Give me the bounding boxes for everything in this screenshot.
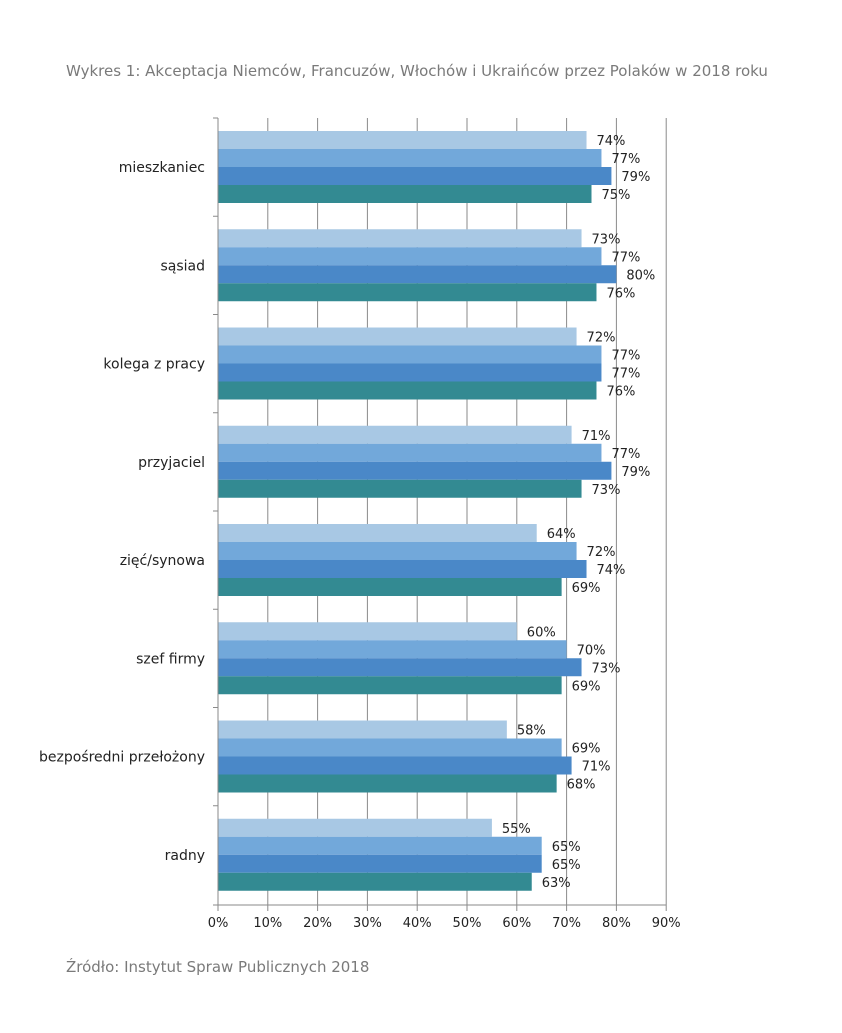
data-label: 58% xyxy=(517,724,546,739)
x-tick-label: 50% xyxy=(453,916,482,931)
data-label: 64% xyxy=(547,527,576,542)
data-label: 76% xyxy=(606,385,635,400)
data-label: 68% xyxy=(567,778,596,793)
data-label: 77% xyxy=(611,447,640,462)
data-label: 77% xyxy=(611,349,640,364)
data-label: 69% xyxy=(572,742,601,757)
bar xyxy=(218,756,572,775)
bar xyxy=(218,640,567,659)
value-labels: 74%77%79%75%73%77%80%76%72%77%77%76%71%7… xyxy=(502,134,655,891)
x-tick-label: 60% xyxy=(502,916,531,931)
bar xyxy=(218,720,507,739)
bar xyxy=(218,131,587,149)
data-label: 69% xyxy=(572,679,601,694)
data-label: 77% xyxy=(611,250,640,265)
bar xyxy=(218,854,542,873)
category-label: bezpośredni przełożony xyxy=(39,750,205,766)
data-label: 65% xyxy=(552,858,581,873)
bar xyxy=(218,381,597,400)
bar xyxy=(218,818,492,837)
data-label: 73% xyxy=(592,483,621,498)
bar xyxy=(218,443,602,462)
bar xyxy=(218,265,617,284)
data-label: 74% xyxy=(597,134,626,149)
bar xyxy=(218,247,602,266)
axes: 0% 10% 20% 30% 40% 50% 60% 70% 80% 90% mieszkaniec… xyxy=(39,117,681,931)
x-tick-label: 80% xyxy=(602,916,631,931)
data-label: 79% xyxy=(621,170,650,185)
data-label: 77% xyxy=(611,152,640,167)
bar xyxy=(218,658,582,677)
x-tick-label: 20% xyxy=(303,916,332,931)
data-label: 63% xyxy=(542,876,571,891)
bar xyxy=(218,461,612,480)
data-label: 72% xyxy=(587,331,616,346)
category-label: radny xyxy=(165,848,205,864)
x-tick-label: 70% xyxy=(552,916,581,931)
bar xyxy=(218,345,602,364)
data-label: 69% xyxy=(572,581,601,596)
data-label: 75% xyxy=(602,188,631,203)
x-tick-label: 30% xyxy=(353,916,382,931)
bar xyxy=(218,149,602,167)
x-tick-label: 10% xyxy=(253,916,282,931)
data-label: 70% xyxy=(577,643,606,658)
bar xyxy=(218,560,587,578)
bar xyxy=(218,872,532,891)
data-label: 55% xyxy=(502,822,531,837)
data-label: 60% xyxy=(527,625,556,640)
data-label: 73% xyxy=(592,661,621,676)
category-label: zięć/synowa xyxy=(120,553,205,569)
data-label: 76% xyxy=(606,286,635,301)
data-label: 80% xyxy=(626,268,655,283)
x-tick-label: 0% xyxy=(208,916,229,931)
bar xyxy=(218,578,562,596)
data-label: 79% xyxy=(621,465,650,480)
category-label: mieszkaniec xyxy=(119,160,205,176)
bar xyxy=(218,738,562,757)
data-label: 65% xyxy=(552,840,581,855)
bar xyxy=(218,363,602,382)
data-label: 71% xyxy=(582,760,611,775)
category-label: kolega z pracy xyxy=(103,357,205,373)
category-label: sąsiad xyxy=(160,258,205,274)
x-tick-label: 90% xyxy=(652,916,681,931)
bar xyxy=(218,622,517,641)
bar xyxy=(218,327,577,346)
category-label: szef firmy xyxy=(136,651,205,667)
bar xyxy=(218,774,557,793)
bar xyxy=(218,479,582,498)
bar xyxy=(218,229,582,248)
bar xyxy=(218,524,537,542)
data-label: 73% xyxy=(592,232,621,247)
data-label: 72% xyxy=(587,545,616,560)
bar xyxy=(218,185,592,203)
bars xyxy=(218,131,617,891)
bar xyxy=(218,283,597,302)
bar xyxy=(218,425,572,444)
data-label: 74% xyxy=(597,563,626,578)
data-label: 77% xyxy=(611,367,640,382)
data-label: 71% xyxy=(582,429,611,444)
x-tick-label: 40% xyxy=(403,916,432,931)
category-label: przyjaciel xyxy=(138,455,205,471)
chart-source: Źródło: Instytut Spraw Publicznych 2018 xyxy=(66,958,370,976)
bar xyxy=(218,836,542,855)
bar xyxy=(218,542,577,560)
bar xyxy=(218,167,612,185)
chart-title: Wykres 1: Akceptacja Niemców, Francuzów,… xyxy=(66,62,768,80)
bar xyxy=(218,676,562,695)
